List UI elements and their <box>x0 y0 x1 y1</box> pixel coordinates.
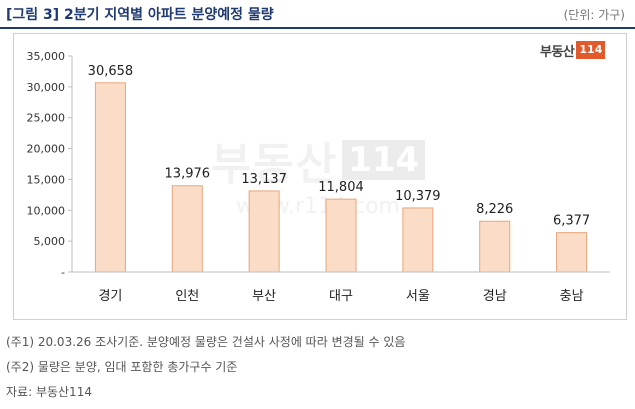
value-labels: 30,658 13,976 13,137 11,804 10,379 8,226 6,377 <box>88 64 591 229</box>
bar <box>402 207 434 273</box>
bar <box>94 82 126 273</box>
x-tick-label: 대구 <box>329 289 353 304</box>
y-tick-label: 15,000 <box>27 173 66 186</box>
data-label: 6,377 <box>553 214 590 229</box>
brand-logo: 부동산 114 <box>540 40 606 60</box>
footnote-1: (주1) 20.03.26 조사기준. 분양예정 물량은 건설사 사정에 따라 … <box>6 335 406 349</box>
data-label: 11,804 <box>318 180 364 195</box>
y-tick-label: 35,000 <box>27 50 66 63</box>
chart-frame <box>13 33 627 320</box>
y-tick-label: 10,000 <box>27 204 66 217</box>
logo-box: 114 <box>576 41 606 59</box>
x-tick-label: 충남 <box>560 289 584 304</box>
bar <box>325 198 357 273</box>
y-tick-label: - <box>61 266 65 279</box>
y-axis: - 5,000 10,000 15,000 20,000 25,000 30,000 35,0… <box>27 50 73 279</box>
source-note: 자료: 부동산114 <box>6 385 92 399</box>
page-title: [그림 3] 2분기 지역별 아파트 분양예정 물량 <box>6 7 274 23</box>
x-tick-label: 부산 <box>252 289 276 304</box>
y-tick-label: 30,000 <box>27 81 66 94</box>
bar <box>556 232 588 273</box>
data-label: 30,658 <box>88 64 134 79</box>
data-label: 10,379 <box>395 189 441 204</box>
data-label: 8,226 <box>476 202 513 217</box>
x-tick-label: 경남 <box>483 289 507 304</box>
data-label: 13,137 <box>241 172 287 187</box>
bar <box>171 185 203 273</box>
data-label: 13,976 <box>165 167 211 182</box>
unit-label: (단위: 가구) <box>563 8 625 22</box>
footnote-2: (주2) 물량은 분양, 임대 포함한 총가구수 기준 <box>6 360 238 374</box>
x-axis: 경기 인천 부산 대구 서울 경남 충남 <box>72 271 610 304</box>
bar <box>248 190 280 273</box>
title-divider <box>0 27 635 29</box>
y-tick-label: 25,000 <box>27 112 66 125</box>
x-tick-label: 인천 <box>175 289 199 304</box>
bar <box>479 220 511 273</box>
x-tick-label: 서울 <box>406 289 430 304</box>
y-tick-label: 20,000 <box>27 143 66 156</box>
y-tick-label: 5,000 <box>34 235 66 248</box>
x-tick-label: 경기 <box>98 289 122 304</box>
logo-text: 부동산 <box>540 44 575 60</box>
